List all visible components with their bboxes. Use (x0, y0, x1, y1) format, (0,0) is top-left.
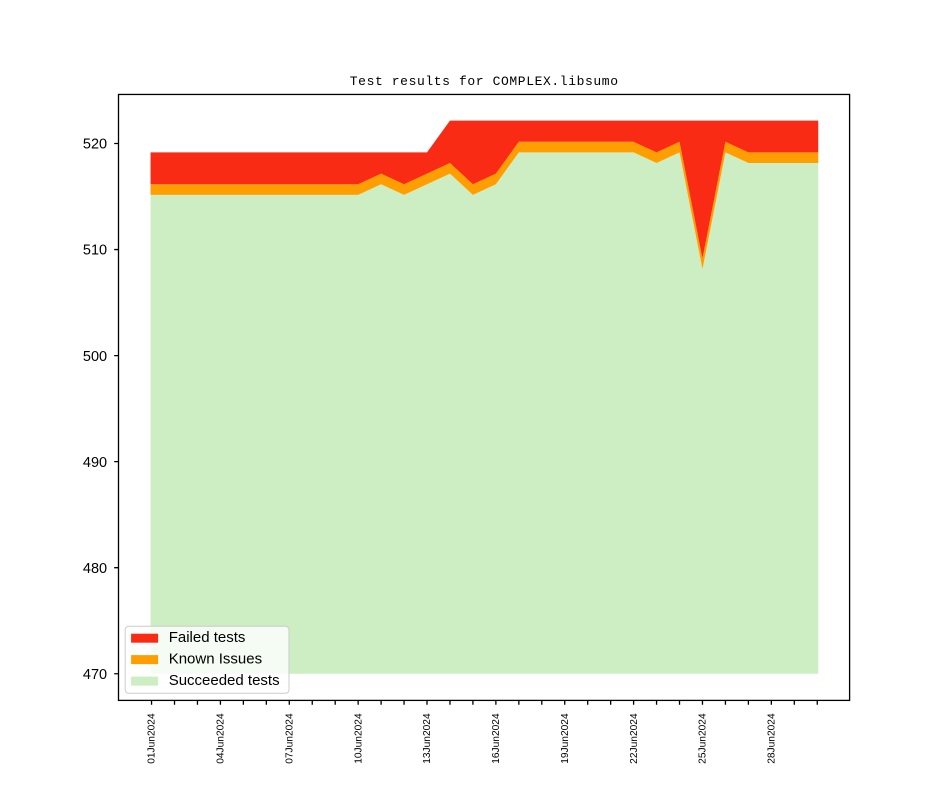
svg-text:490: 490 (83, 455, 107, 471)
svg-text:22Jun2024: 22Jun2024 (629, 713, 640, 764)
svg-text:470: 470 (83, 667, 107, 683)
svg-text:Known Issues: Known Issues (169, 650, 262, 667)
svg-text:19Jun2024: 19Jun2024 (560, 713, 571, 764)
svg-text:Succeeded tests: Succeeded tests (169, 672, 280, 689)
svg-text:480: 480 (83, 561, 107, 577)
svg-text:13Jun2024: 13Jun2024 (422, 713, 433, 764)
svg-text:16Jun2024: 16Jun2024 (491, 713, 502, 764)
svg-text:07Jun2024: 07Jun2024 (284, 713, 295, 764)
svg-text:510: 510 (83, 243, 107, 259)
svg-text:25Jun2024: 25Jun2024 (698, 713, 709, 764)
svg-text:04Jun2024: 04Jun2024 (216, 713, 227, 764)
svg-text:Test results for COMPLEX.libsu: Test results for COMPLEX.libsumo (350, 74, 619, 89)
svg-text:28Jun2024: 28Jun2024 (767, 713, 778, 764)
svg-text:500: 500 (83, 349, 107, 365)
svg-text:Failed tests: Failed tests (169, 629, 246, 646)
svg-text:520: 520 (83, 137, 107, 153)
svg-text:10Jun2024: 10Jun2024 (353, 713, 364, 764)
svg-text:01Jun2024: 01Jun2024 (147, 713, 158, 764)
